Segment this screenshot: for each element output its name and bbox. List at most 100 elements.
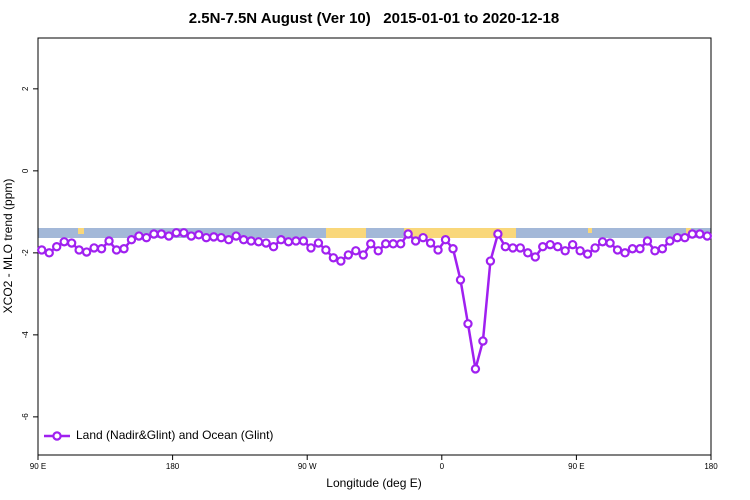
point (366, 239, 376, 249)
point (246, 236, 256, 246)
land-ocean-strip (38, 228, 711, 238)
point (395, 239, 406, 249)
point (702, 231, 712, 241)
point (493, 229, 503, 239)
legend-marker (52, 431, 62, 441)
point (567, 239, 578, 250)
point (530, 252, 540, 262)
point (358, 250, 368, 260)
point (388, 239, 398, 249)
point (650, 246, 660, 256)
point (665, 236, 675, 246)
point (575, 246, 585, 256)
point (81, 247, 92, 257)
point (51, 242, 62, 252)
point (425, 238, 436, 248)
point (37, 245, 47, 255)
point (351, 246, 361, 256)
point (268, 242, 279, 252)
point (635, 244, 645, 254)
point (508, 243, 518, 253)
point (313, 238, 324, 248)
point (321, 245, 331, 255)
point (66, 238, 77, 248)
point (433, 245, 443, 255)
point (560, 246, 570, 256)
point (171, 228, 182, 238)
point (403, 229, 413, 239)
chart-title: 2.5N-7.5N August (Ver 10) 2015-01-01 to … (189, 10, 559, 27)
point (440, 235, 451, 245)
point (276, 235, 286, 245)
point (687, 229, 698, 239)
point (478, 336, 488, 346)
land-patch (588, 228, 592, 233)
legend-label: Land (Nadir&Glint) and Ocean (Glint) (76, 428, 273, 442)
point (328, 253, 339, 263)
point (253, 237, 264, 247)
point (261, 238, 271, 248)
point (223, 235, 234, 245)
point (306, 243, 316, 253)
point (463, 319, 473, 329)
point (238, 235, 249, 245)
x-axis-label: Longitude (deg E) (326, 476, 421, 490)
point (343, 250, 354, 260)
y-tick-label: 0 (21, 168, 30, 173)
point (336, 256, 346, 266)
point (231, 231, 241, 241)
point (216, 232, 226, 243)
point (149, 229, 159, 239)
point (418, 232, 428, 243)
point (538, 242, 548, 252)
point (605, 238, 615, 248)
point (201, 232, 211, 243)
point (381, 239, 391, 249)
point (627, 244, 638, 254)
point (141, 232, 152, 243)
x-tick-label: 90 E (30, 462, 46, 471)
point (545, 239, 555, 250)
point (96, 244, 107, 254)
point (597, 237, 608, 247)
land-patch (78, 228, 84, 234)
x-tick-label: 180 (166, 462, 180, 471)
x-tick-label: 90 W (298, 462, 317, 471)
y-tick-label: 2 (21, 86, 30, 91)
point (448, 244, 458, 254)
point (194, 230, 204, 240)
y-axis-label: XCO2 - MLO trend (ppm) (1, 179, 15, 314)
point (410, 236, 421, 246)
point (515, 243, 526, 253)
y-tick-label: -6 (21, 413, 30, 421)
point (695, 229, 705, 239)
point (119, 244, 129, 254)
point (298, 236, 309, 246)
point (164, 231, 174, 241)
point (291, 236, 301, 246)
point (134, 231, 144, 241)
point (553, 242, 563, 252)
land-patch (686, 228, 691, 234)
point (209, 232, 219, 242)
x-tick-label: 180 (704, 462, 718, 471)
point (59, 237, 69, 247)
point (74, 245, 84, 255)
point (470, 364, 481, 374)
point (582, 249, 593, 259)
plot-frame (37, 37, 712, 456)
point (179, 228, 189, 238)
point (283, 237, 294, 247)
point (672, 232, 683, 243)
land-patch (326, 228, 366, 238)
land-patch (404, 228, 516, 238)
x-tick-label: 90 E (568, 462, 584, 471)
point (104, 236, 114, 246)
point (89, 243, 99, 253)
point (44, 248, 54, 258)
point (620, 248, 630, 258)
point (680, 232, 690, 243)
ocean-band (38, 228, 711, 238)
point (642, 236, 653, 246)
point (657, 244, 668, 254)
